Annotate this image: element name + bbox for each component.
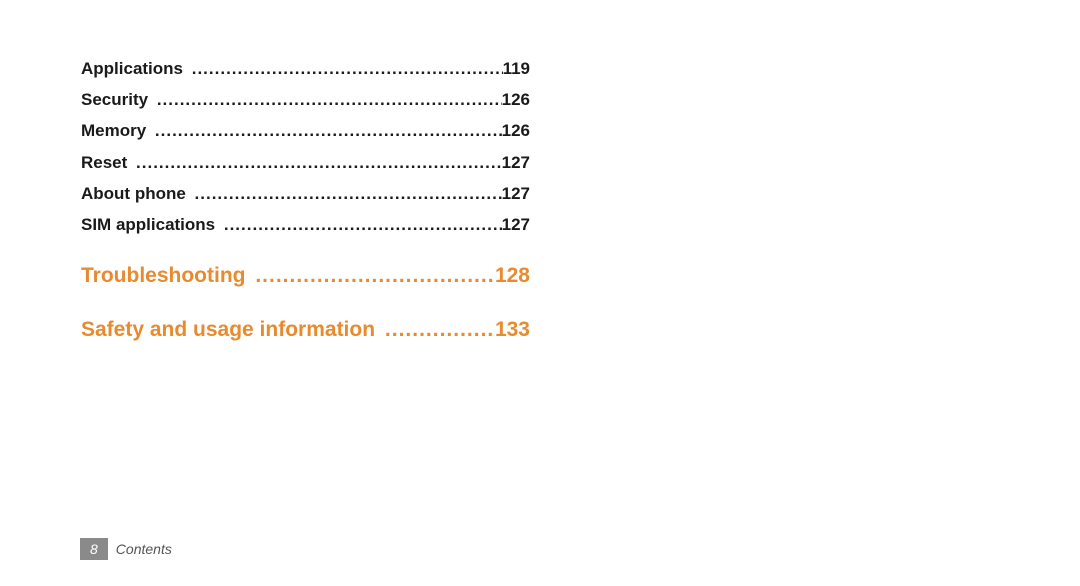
toc-dots: ........................................… <box>186 180 502 207</box>
page-number-badge: 8 <box>80 538 108 560</box>
page-footer: 8 Contents <box>80 538 172 560</box>
toc-entry-sim-applications[interactable]: SIM applications .......................… <box>81 211 530 238</box>
toc-dots: ........................................… <box>183 55 503 82</box>
toc-entry-about-phone[interactable]: About phone ............................… <box>81 180 530 207</box>
toc-label: Troubleshooting <box>81 260 245 292</box>
toc-section-troubleshooting[interactable]: Troubleshooting ........................… <box>81 260 530 292</box>
toc-label: Safety and usage information <box>81 314 375 346</box>
toc-dots: ........................................… <box>375 314 495 346</box>
toc-entry-memory[interactable]: Memory .................................… <box>81 117 530 144</box>
toc-page: 126 <box>502 117 530 144</box>
toc-dots: ........................................… <box>215 211 501 238</box>
toc-page: 127 <box>502 149 530 176</box>
toc-page: 119 <box>503 55 530 82</box>
toc-label: Security <box>81 86 148 113</box>
toc-page: 126 <box>502 86 530 113</box>
toc-label: Reset <box>81 149 127 176</box>
toc-page: 127 <box>502 180 530 207</box>
toc-dots: ........................................… <box>146 117 501 144</box>
toc-section-safety-usage[interactable]: Safety and usage information ...........… <box>81 314 530 346</box>
toc-dots: ........................................… <box>245 260 494 292</box>
toc-entry-applications[interactable]: Applications ...........................… <box>81 55 530 82</box>
toc-entry-reset[interactable]: Reset ..................................… <box>81 149 530 176</box>
toc-page: 128 <box>495 260 530 292</box>
footer-section-label: Contents <box>116 541 172 557</box>
toc-label: SIM applications <box>81 211 215 238</box>
toc-page: 133 <box>495 314 530 346</box>
toc-page: 127 <box>502 211 530 238</box>
toc-label: Memory <box>81 117 146 144</box>
toc-label: About phone <box>81 180 186 207</box>
toc-content: Applications ...........................… <box>0 0 530 345</box>
toc-entry-security[interactable]: Security ...............................… <box>81 86 530 113</box>
toc-dots: ........................................… <box>148 86 502 113</box>
toc-label: Applications <box>81 55 183 82</box>
toc-dots: ........................................… <box>127 149 501 176</box>
